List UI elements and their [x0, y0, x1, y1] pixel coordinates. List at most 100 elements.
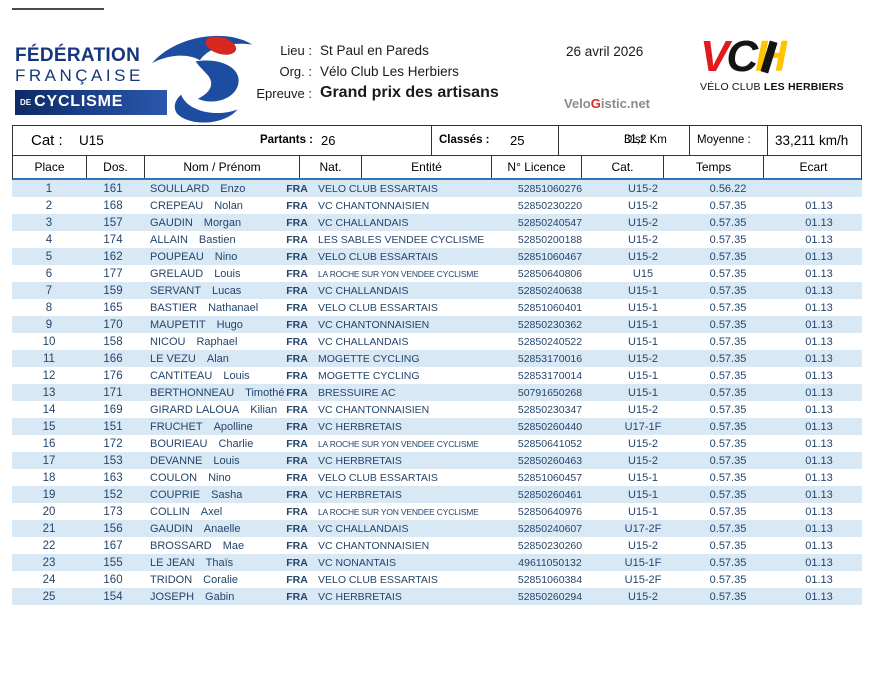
result-gap: 01.13: [805, 539, 833, 552]
result-nationality: FRA: [286, 182, 308, 195]
result-nationality: FRA: [286, 454, 308, 467]
result-place: 1: [45, 182, 53, 195]
result-licence: 52850260461: [517, 488, 583, 501]
result-team: LA ROCHE SUR YON VENDEE CYCLISME: [318, 506, 479, 517]
result-team: VELO CLUB ESSARTAIS: [318, 250, 438, 263]
table-row: 21 156 GAUDIN Anaelle FRA VC CHALLANDAIS 52850…: [12, 520, 862, 537]
result-licence: 52850230347: [517, 403, 583, 416]
result-licence: 52850260294: [517, 590, 583, 603]
rider-firstname: Gabin: [205, 590, 235, 603]
result-nationality: FRA: [286, 284, 308, 297]
result-team: VC CHALLANDAIS: [318, 216, 409, 229]
result-gap: 01.13: [805, 284, 833, 297]
rider-lastname: GAUDIN: [150, 522, 193, 535]
result-name: CREPEAU Nolan: [140, 200, 280, 212]
result-dossard: 170: [103, 318, 123, 331]
result-gap: 01.13: [805, 335, 833, 348]
partants-label: Partants :: [259, 134, 313, 146]
rider-firstname: Morgan: [203, 216, 242, 229]
result-dossard: 156: [103, 522, 123, 535]
result-category: U15-2: [628, 250, 658, 263]
result-team: MOGETTE CYCLING: [318, 369, 420, 382]
table-row: 15 151 FRUCHET Apolline FRA VC HERBRETAIS 5285…: [12, 418, 862, 435]
result-category: U15-2: [628, 454, 658, 467]
result-licence: 52850641052: [517, 437, 583, 450]
table-row: 17 153 DEVANNE Louis FRA VC HERBRETAIS 5285026…: [12, 452, 862, 469]
ffc-logo-text: FÉDÉRATION FRANÇAISE DE CYCLISME: [15, 45, 167, 115]
result-team: MOGETTE CYCLING: [318, 352, 420, 365]
result-place: 7: [45, 284, 53, 297]
result-gap: 01.13: [805, 556, 833, 569]
rider-firstname: Sasha: [211, 488, 243, 501]
result-nationality: FRA: [286, 267, 308, 280]
result-dossard: 151: [103, 420, 123, 433]
result-name: NICOU Raphael: [140, 336, 280, 348]
rider-lastname: LE VEZU: [150, 352, 196, 365]
org-value: Vélo Club Les Herbiers: [320, 64, 459, 79]
results-body: 1 161 SOULLARD Enzo FRA VELO CLUB ESSARTAIS 52…: [12, 180, 862, 605]
rider-firstname: Hugo: [216, 318, 243, 331]
result-place: 12: [42, 369, 56, 382]
rider-firstname: Louis: [223, 369, 250, 382]
result-nationality: FRA: [286, 539, 308, 552]
result-name: POUPEAU Nino: [140, 251, 280, 263]
result-licence: 52850240547: [517, 216, 583, 229]
table-row: 1 161 SOULLARD Enzo FRA VELO CLUB ESSARTAIS 52…: [12, 180, 862, 197]
result-time: 0.57.35: [709, 522, 747, 535]
table-row: 9 170 MAUPETIT Hugo FRA VC CHANTONNAISIEN 5285…: [12, 316, 862, 333]
result-team: VC CHANTONNAISIEN: [318, 318, 430, 331]
result-place: 21: [42, 522, 56, 535]
moyenne-label: Moyenne :: [697, 134, 751, 146]
result-category: U15-2: [628, 437, 658, 450]
classes-label: Classés :: [439, 134, 490, 146]
result-time: 0.56.22: [709, 182, 747, 195]
col-header-time: Temps: [663, 156, 763, 178]
result-category: U17-2F: [624, 522, 662, 535]
result-nationality: FRA: [286, 522, 308, 535]
result-gap: 01.13: [805, 505, 833, 518]
result-name: GIRARD LALOUA Kilian: [140, 404, 280, 416]
result-gap: 01.13: [805, 267, 833, 280]
partants-value: 26: [321, 133, 336, 148]
result-name: GAUDIN Morgan: [140, 217, 280, 229]
result-gap: 01.13: [805, 352, 833, 365]
result-category: U15-1: [628, 488, 658, 501]
watermark-post: istic.net: [600, 96, 650, 111]
col-header-team: Entité: [361, 156, 491, 178]
result-time: 0.57.35: [709, 318, 747, 331]
rider-firstname: Louis: [214, 267, 241, 280]
result-name: GAUDIN Anaelle: [140, 523, 280, 535]
rider-firstname: Axel: [200, 505, 223, 518]
result-dossard: 157: [103, 216, 123, 229]
result-gap: 01.13: [805, 590, 833, 603]
col-header-cat: Cat.: [581, 156, 663, 178]
result-category: U15-2: [628, 590, 658, 603]
ffc-line2: FRANÇAISE: [15, 66, 144, 85]
rider-firstname: Nolan: [214, 199, 243, 212]
rider-lastname: NICOU: [150, 335, 186, 348]
result-dossard: 159: [103, 284, 123, 297]
result-dossard: 158: [103, 335, 123, 348]
result-gap: 01.13: [805, 301, 833, 314]
result-category: U15-1: [628, 335, 658, 348]
result-dossard: 152: [103, 488, 123, 501]
race-date: 26 avril 2026: [566, 44, 644, 59]
table-row: 16 172 BOURIEAU Charlie FRA LA ROCHE SUR YON …: [12, 435, 862, 452]
epreuve-label: Epreuve :: [256, 86, 312, 101]
result-time: 0.57.35: [709, 471, 747, 484]
result-licence: 52850260463: [517, 454, 583, 467]
result-nationality: FRA: [286, 420, 308, 433]
rider-firstname: Kilian: [250, 403, 278, 416]
result-gap: 01.13: [805, 250, 833, 263]
vch-letter-v: V: [700, 32, 729, 81]
result-gap: 01.13: [805, 199, 833, 212]
result-name: BOURIEAU Charlie: [140, 438, 280, 450]
dist-value: 31,2 Km: [624, 134, 667, 146]
result-dossard: 165: [103, 301, 123, 314]
rider-firstname: Thaïs: [205, 556, 234, 569]
vch-letters: VCH: [700, 35, 787, 79]
summary-divider: [431, 126, 432, 155]
result-nationality: FRA: [286, 556, 308, 569]
result-category: U15-2: [628, 182, 658, 195]
result-dossard: 160: [103, 573, 123, 586]
